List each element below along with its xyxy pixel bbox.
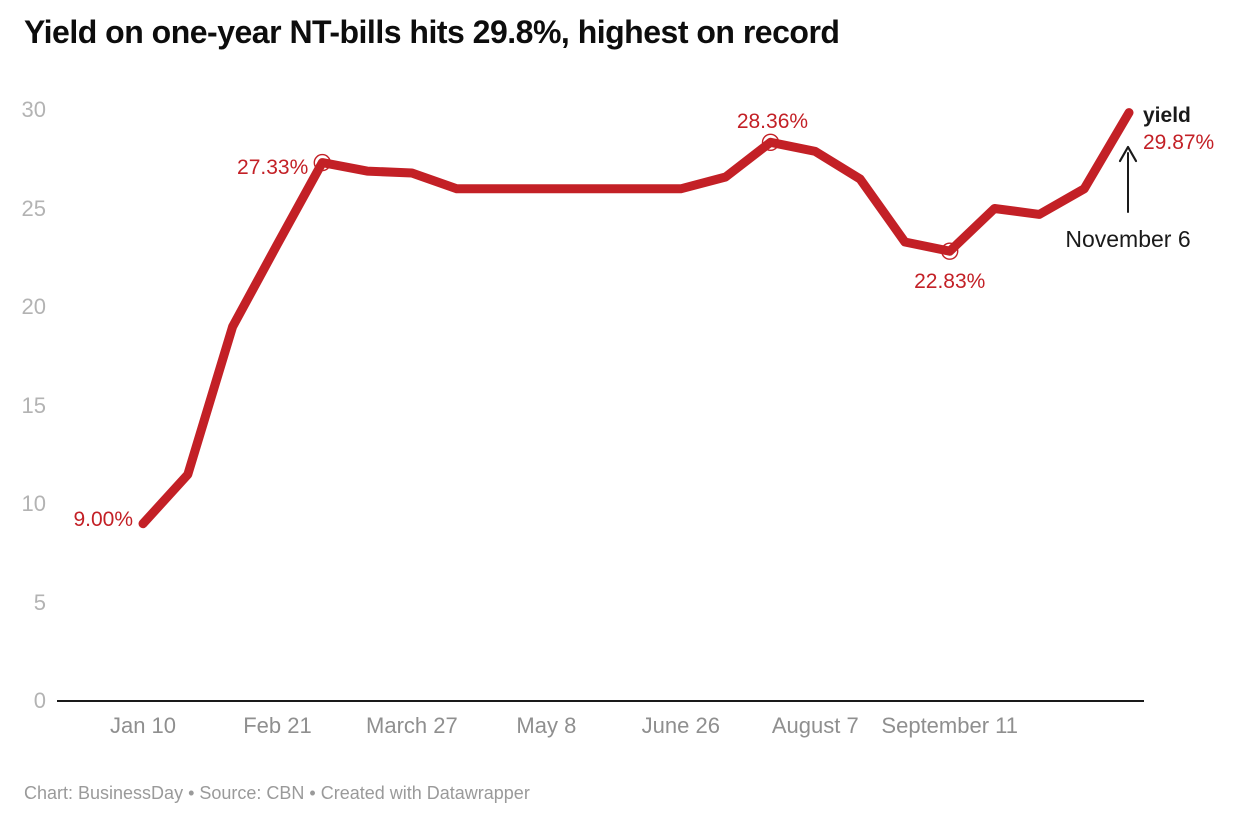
november-date-label: November 6 xyxy=(1065,226,1191,252)
x-tick-label: June 26 xyxy=(641,713,720,738)
chart-title: Yield on one-year NT-bills hits 29.8%, h… xyxy=(24,14,840,50)
yield-line xyxy=(138,108,1134,529)
y-tick-label: 30 xyxy=(21,97,46,122)
point-annotation: 22.83% xyxy=(914,270,986,294)
y-tick-label: 10 xyxy=(21,491,46,516)
x-tick-label: March 27 xyxy=(366,713,458,738)
y-tick-label: 5 xyxy=(33,589,46,615)
x-tick-label: Feb 21 xyxy=(243,713,312,738)
point-annotation: 9.00% xyxy=(73,507,133,531)
y-tick-label: 0 xyxy=(33,688,46,713)
chart-footer: Chart: BusinessDay • Source: CBN • Creat… xyxy=(24,783,530,803)
point-annotation: 27.33% xyxy=(237,155,309,179)
y-tick-label: 20 xyxy=(21,294,46,319)
y-tick-label: 15 xyxy=(21,392,46,418)
x-tick-label: August 7 xyxy=(771,713,859,738)
point-annotation: 28.36% xyxy=(736,110,809,134)
november-arrow-head-icon xyxy=(1118,145,1138,163)
series-legend: yield 29.87% xyxy=(1143,102,1214,156)
point-marker xyxy=(313,153,331,172)
x-tick-label: May 8 xyxy=(516,713,577,738)
x-tick-label: Jan 10 xyxy=(109,713,177,738)
x-tick-label: September 11 xyxy=(881,713,1018,738)
point-marker xyxy=(941,242,959,260)
series-name-label: yield xyxy=(1143,103,1191,127)
series-value-label: 29.87% xyxy=(1143,130,1215,154)
y-tick-label: 25 xyxy=(21,195,46,221)
point-marker xyxy=(761,133,780,152)
